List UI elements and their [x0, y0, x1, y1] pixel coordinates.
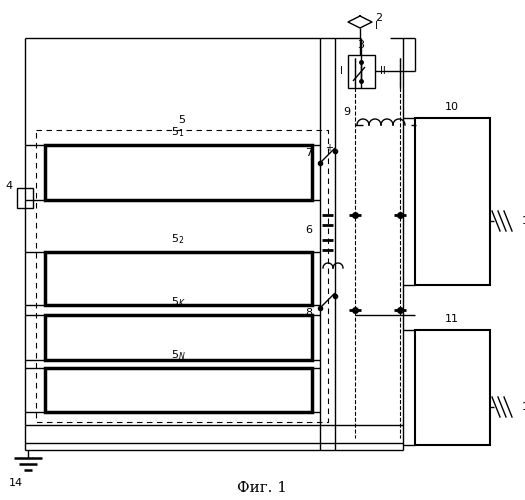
Text: 13: 13 [522, 402, 525, 412]
Bar [45, 315, 312, 360]
Text: 7: 7 [305, 148, 312, 158]
Text: 8: 8 [305, 308, 312, 318]
Text: Фиг. 1: Фиг. 1 [237, 481, 287, 495]
Bar [45, 252, 312, 305]
Text: I: I [340, 66, 343, 76]
Text: 12: 12 [522, 216, 525, 226]
Text: 6: 6 [305, 225, 312, 235]
Bar [348, 55, 375, 88]
Text: 5: 5 [178, 115, 185, 125]
Text: 5$_2$: 5$_2$ [171, 232, 185, 246]
Text: I: I [375, 21, 378, 31]
Text: 3: 3 [358, 40, 364, 50]
Bar [415, 118, 490, 285]
Bar [45, 368, 312, 412]
Bar [45, 145, 312, 200]
Bar [415, 330, 490, 445]
Text: 5$_1$: 5$_1$ [171, 125, 185, 139]
Text: 10: 10 [445, 102, 459, 112]
Bar [17, 188, 33, 208]
Text: +: + [325, 143, 333, 153]
Text: 14: 14 [9, 478, 23, 488]
Text: 5$_K$: 5$_K$ [171, 295, 185, 309]
Text: II: II [380, 66, 386, 76]
Text: 11: 11 [445, 314, 459, 324]
Text: 5$_N$: 5$_N$ [171, 348, 185, 362]
Text: 4: 4 [6, 181, 13, 191]
Text: 2: 2 [375, 13, 382, 23]
Text: 9: 9 [343, 107, 350, 117]
